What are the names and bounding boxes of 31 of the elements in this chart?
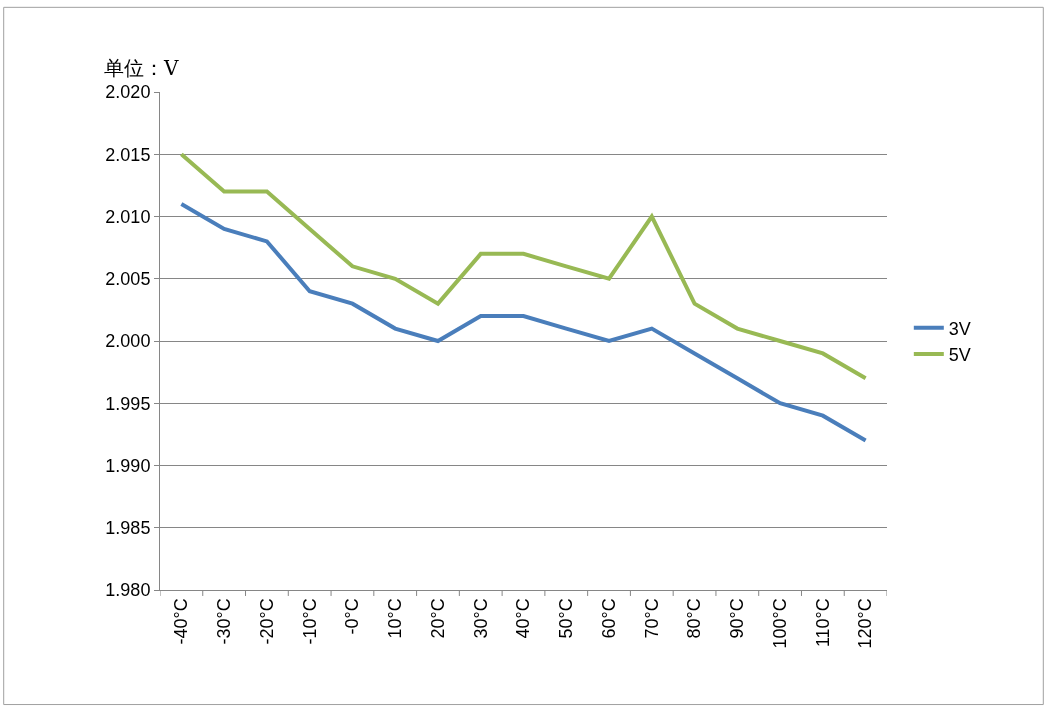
x-tick-label: 70°C bbox=[641, 598, 662, 639]
y-tick-label: 1.985 bbox=[105, 518, 151, 539]
legend-label: 3V bbox=[948, 318, 971, 339]
x-tick-label: -30°C bbox=[214, 598, 234, 645]
x-tick-label: -0°C bbox=[342, 598, 363, 635]
line-series bbox=[179, 202, 868, 443]
y-tick-label: 2.010 bbox=[105, 206, 151, 227]
y-tick-label: 1.990 bbox=[105, 455, 151, 476]
x-tick-label: 110°C bbox=[812, 598, 833, 648]
x-tick-label: 90°C bbox=[727, 598, 748, 639]
y-tick-label: 2.015 bbox=[105, 144, 151, 165]
legend-label: 5V bbox=[948, 345, 971, 366]
x-tick-label: 20°C bbox=[427, 598, 448, 639]
x-tick-label: 10°C bbox=[385, 598, 406, 639]
x-tick-label: 60°C bbox=[598, 598, 619, 639]
x-tick-label: 40°C bbox=[513, 598, 534, 639]
y-tick-label: 1.980 bbox=[105, 580, 151, 601]
y-tick-label: 2.005 bbox=[105, 269, 151, 290]
x-tick-label: -10°C bbox=[299, 598, 320, 645]
x-tick-label: 80°C bbox=[684, 598, 705, 639]
x-tick-label: 30°C bbox=[470, 598, 491, 639]
line-series bbox=[179, 152, 868, 381]
y-tick-label: 1.995 bbox=[105, 393, 151, 414]
x-tick-label: 100°C bbox=[769, 598, 790, 649]
y-tick-label: 2.000 bbox=[105, 331, 151, 352]
y-axis-title: 单位：V bbox=[104, 56, 179, 80]
x-tick-label: 50°C bbox=[556, 598, 577, 639]
x-tick-label: 120°C bbox=[855, 598, 876, 649]
x-tick-label: -40°C bbox=[171, 598, 192, 645]
y-tick-label: 2.020 bbox=[105, 82, 151, 103]
x-tick-label: -20°C bbox=[256, 598, 277, 645]
